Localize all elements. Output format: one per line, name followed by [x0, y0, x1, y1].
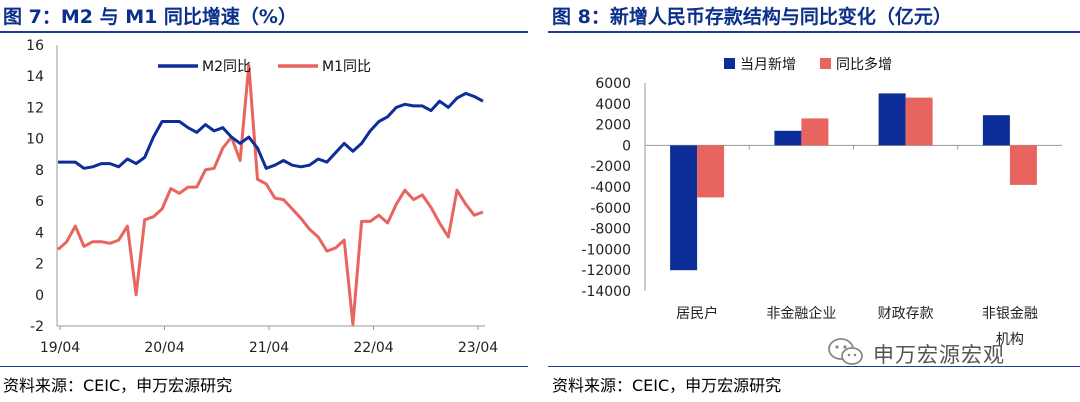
y-tick-label: -10000 — [581, 242, 631, 258]
series-line — [56, 63, 484, 326]
y-tick-label: 0 — [35, 288, 44, 304]
y-tick-label: -6000 — [590, 201, 631, 217]
y-tick-label: 2000 — [595, 118, 631, 134]
bar — [1009, 145, 1037, 185]
y-tick-label: 4 — [35, 225, 44, 241]
legend-label: 当月新增 — [740, 57, 796, 73]
x-tick-label: 22/04 — [353, 340, 393, 356]
legend-swatch — [724, 58, 735, 69]
y-tick-label: -14000 — [581, 284, 631, 300]
y-tick-label: 12 — [26, 100, 44, 116]
y-tick-label: 6 — [35, 194, 44, 210]
watermark: 申万宏源宏观 — [827, 337, 1075, 371]
x-tick-label: 19/04 — [40, 340, 80, 356]
bar-chart: 6000 4000 2000 0 -2000 -4000 -6000 -8000 -10000 -… — [581, 56, 1062, 348]
bar — [774, 130, 802, 146]
bar — [878, 93, 906, 146]
legend-swatch — [820, 58, 831, 69]
watermark-text: 申万宏源宏观 — [873, 343, 1005, 367]
right-chart-title: 图 8：新增人民币存款结构与同比变化（亿元） — [552, 6, 952, 28]
y-tick-label: 16 — [26, 38, 44, 54]
bar — [697, 145, 725, 198]
y-tick-label: 8 — [35, 163, 44, 179]
bar — [982, 115, 1010, 146]
wechat-icon — [827, 337, 865, 371]
y-tick-label: -4000 — [590, 180, 631, 196]
y-tick-label: 10 — [26, 132, 44, 148]
legend-label: 同比多增 — [836, 56, 892, 73]
right-title-rule — [548, 31, 1080, 33]
x-category-label: 非银金融 — [982, 306, 1038, 322]
bar — [670, 145, 698, 271]
legend-label: M1同比 — [322, 59, 371, 75]
left-source-rule — [0, 366, 528, 367]
left-chart-title: 图 7：M2 与 M1 同比增速（%） — [3, 6, 297, 28]
y-tick-label: 2 — [35, 257, 44, 273]
y-tick-label: 0 — [622, 138, 631, 154]
series-line — [58, 91, 484, 170]
x-category-label: 机构 — [996, 332, 1024, 348]
y-tick-label: 6000 — [595, 76, 631, 92]
right-source-text: 资料来源：CEIC，申万宏源研究 — [552, 376, 782, 395]
x-tick-label: 23/04 — [458, 340, 498, 356]
left-title-rule — [0, 31, 528, 33]
y-tick-label: -12000 — [581, 263, 631, 279]
right-source-rule — [548, 366, 1080, 367]
y-tick-label: -2 — [30, 319, 44, 335]
y-tick-label: 4000 — [595, 97, 631, 113]
x-category-label: 居民户 — [676, 305, 718, 322]
y-tick-label: -2000 — [590, 159, 631, 175]
bar — [905, 97, 933, 146]
bar — [801, 118, 829, 146]
x-tick-label: 21/04 — [249, 340, 289, 356]
line-chart: -2 0 2 4 6 8 10 12 14 16 19/04 20/04 21/04 22/04 23/04… — [26, 38, 498, 356]
y-tick-label: -8000 — [590, 222, 631, 238]
left-source-text: 资料来源：CEIC，申万宏源研究 — [3, 376, 233, 395]
x-category-label: 财政存款 — [878, 306, 934, 322]
legend-label: M2同比 — [202, 59, 251, 75]
x-tick-label: 20/04 — [144, 340, 184, 356]
y-tick-label: 14 — [26, 69, 44, 85]
x-category-label: 非金融企业 — [766, 305, 836, 322]
